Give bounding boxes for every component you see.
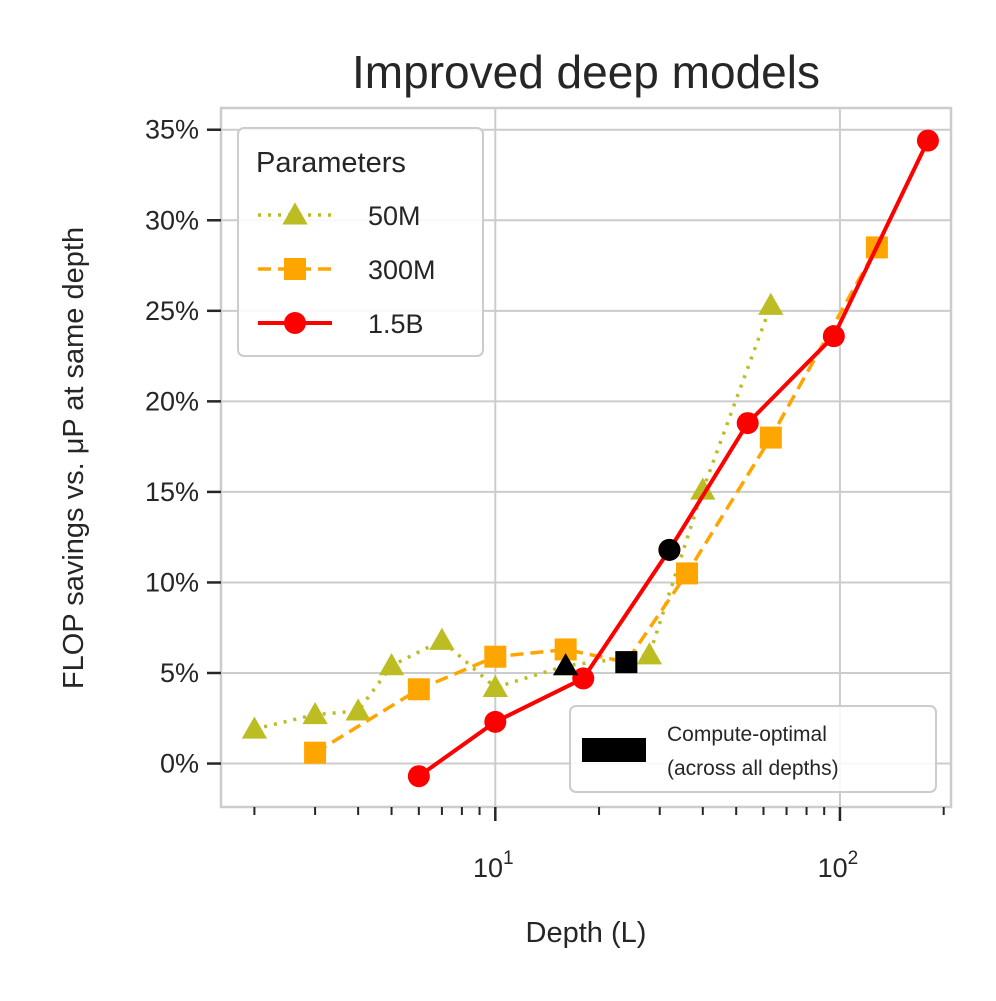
legend-label-1-5b: 1.5B <box>368 309 424 339</box>
data-point-50m <box>302 701 328 725</box>
data-point-300m <box>304 741 327 764</box>
data-point-50m <box>345 698 371 721</box>
legend-compute-optimal: Compute-optimal (across all depths) <box>569 705 937 793</box>
data-point-300m <box>407 678 430 701</box>
compute-optimal-label-line2: (across all depths) <box>667 757 839 780</box>
data-point-300m <box>759 426 782 449</box>
data-point-300m <box>554 638 577 661</box>
data-point-1-5b <box>484 710 507 733</box>
data-point-1-5b <box>572 667 595 690</box>
series-line-300m <box>314 246 879 755</box>
x-tick-label: 102 <box>818 848 859 883</box>
legend-title: Parameters <box>256 147 406 179</box>
legend-marker-1-5b <box>284 312 306 334</box>
compute-optimal-swatch <box>582 738 646 762</box>
y-tick-label: 35% <box>145 115 199 145</box>
data-point-300m <box>484 645 507 668</box>
legend: Parameters 50M 300M 1.5B <box>237 127 484 357</box>
data-point-1-5b <box>407 765 430 788</box>
compute-optimal-label-line1: Compute-optimal <box>667 723 827 746</box>
data-point-1-5b <box>736 412 759 435</box>
legend-marker-50m <box>282 202 308 225</box>
data-point-50m <box>378 653 405 676</box>
y-tick-label: 20% <box>145 386 199 416</box>
data-point-50m <box>482 674 508 697</box>
compute-optimal-layer <box>552 538 681 676</box>
data-point-300m <box>676 562 699 585</box>
legend-marker-300m <box>284 258 306 280</box>
plot-frame <box>219 106 953 809</box>
chart-title: Improved deep models <box>352 46 820 98</box>
legend-label-50m: 50M <box>368 201 421 231</box>
x-tick-label: 101 <box>473 848 514 883</box>
y-tick-label: 30% <box>145 205 199 235</box>
compute-optimal-point <box>658 538 681 561</box>
x-axis-label: Depth (L) <box>526 917 647 949</box>
x-axis: 101 102 <box>253 807 945 883</box>
data-point-1-5b <box>916 129 939 152</box>
y-tick-label: 25% <box>145 296 199 326</box>
legend-entries: 50M 300M 1.5B <box>258 201 436 339</box>
y-tick-label: 10% <box>145 567 199 597</box>
data-point-50m <box>636 642 663 665</box>
y-axis-label: FLOP savings vs. μP at same depth <box>58 227 90 689</box>
data-point-50m <box>241 716 268 739</box>
y-axis: 0% 5% 10% 15% 20% 25% 30% 35% <box>145 115 221 779</box>
data-point-50m <box>429 627 455 650</box>
legend-box <box>237 127 484 357</box>
legend-label-300m: 300M <box>368 255 436 285</box>
y-tick-label: 0% <box>160 749 199 779</box>
data-point-50m <box>758 292 784 315</box>
data-point-1-5b <box>822 325 845 348</box>
compute-optimal-point <box>615 651 638 674</box>
compute-optimal-point <box>552 653 579 676</box>
data-point-50m <box>690 477 716 500</box>
y-tick-label: 5% <box>160 658 199 688</box>
legend-compute-optimal-box <box>569 705 937 793</box>
y-tick-label: 15% <box>145 477 199 507</box>
